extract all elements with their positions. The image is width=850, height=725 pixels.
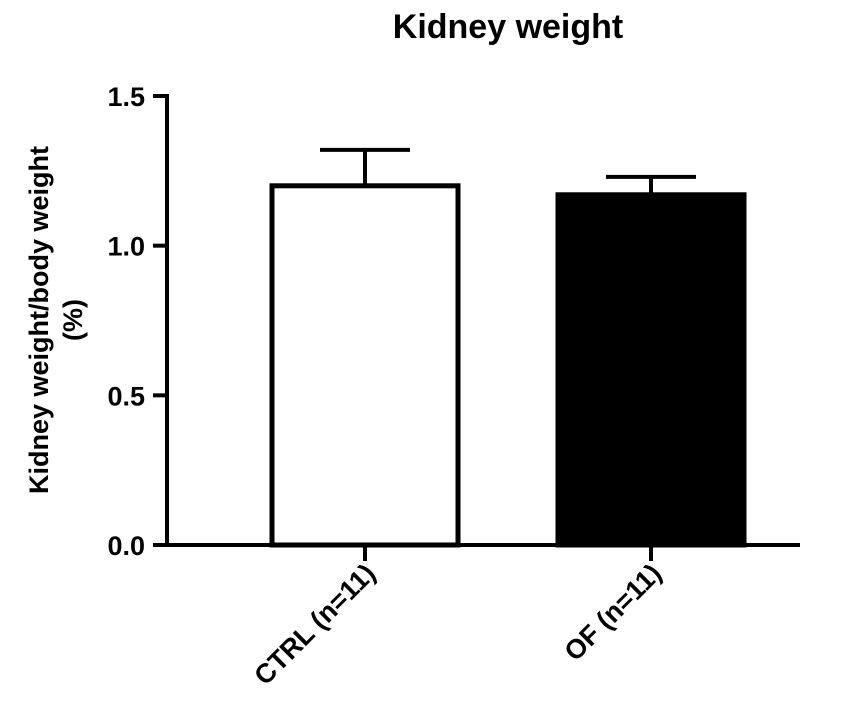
y-axis-label: Kidney weight/body weight (%) (24, 146, 88, 494)
y-axis-label-line-2: (%) (58, 299, 88, 341)
bar-0 (269, 183, 461, 548)
y-tick-label-0: 0.0 (107, 531, 145, 561)
y-tick-label-2: 1.0 (107, 232, 145, 262)
bar-1 (555, 192, 747, 548)
plot-area: 0.0 0.5 1.0 1.5 CTRL (n=11) OF (n=11) (107, 82, 800, 691)
y-tick-label-3: 1.5 (107, 82, 145, 112)
x-tick-label-0: CTRL (n=11) (248, 558, 381, 691)
y-tick-label-1: 0.5 (107, 381, 145, 411)
y-axis-label-line-1: Kidney weight/body weight (24, 146, 54, 494)
chart-title: Kidney weight (393, 8, 623, 46)
x-tick-label-1: OF (n=11) (559, 558, 668, 667)
